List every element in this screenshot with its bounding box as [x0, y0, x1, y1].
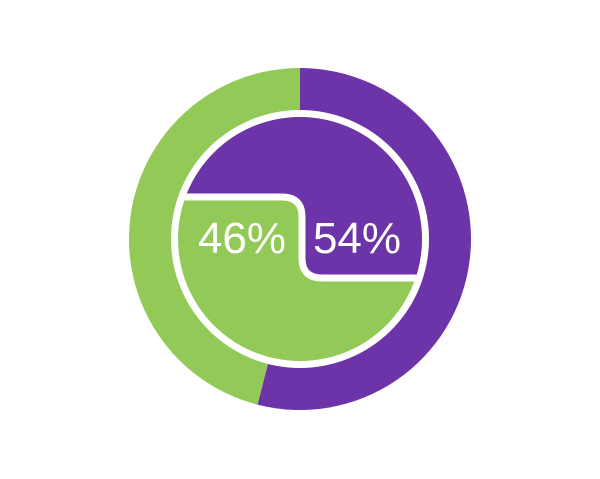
inner-circle	[178, 117, 422, 361]
inner-divider	[178, 193, 422, 282]
label-green: 46%	[198, 214, 286, 263]
label-purple: 54%	[313, 214, 401, 263]
inner-segment-purple	[178, 117, 422, 278]
